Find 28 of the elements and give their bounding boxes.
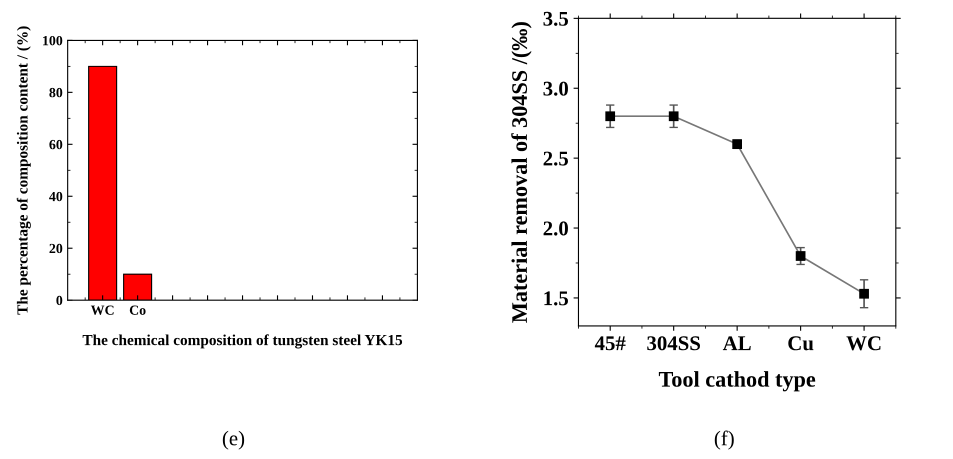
x-tick-label: 304SS bbox=[647, 336, 700, 350]
point bbox=[668, 111, 679, 122]
y-tick-label: 100 bbox=[43, 36, 62, 46]
y-tick-label: 2.5 bbox=[544, 152, 568, 166]
x-tick-label: WC bbox=[90, 305, 114, 315]
x-tick-label: Cu bbox=[788, 336, 814, 350]
x-tick-label: 45# bbox=[594, 336, 626, 350]
y-tick-label: 80 bbox=[49, 88, 62, 98]
point bbox=[859, 288, 869, 299]
point bbox=[796, 251, 806, 261]
y-tick-label: 1.5 bbox=[544, 291, 568, 306]
y-tick-label: 2.0 bbox=[544, 221, 568, 236]
x-tick-label: WC bbox=[846, 336, 880, 350]
y-tick-label: 20 bbox=[49, 244, 62, 254]
y-axis-title: Material removal of 304SS /(‰) bbox=[511, 22, 532, 323]
point bbox=[605, 111, 616, 122]
y-tick-label: 40 bbox=[49, 192, 62, 202]
text: (e) bbox=[222, 430, 244, 450]
x-axis-title: The chemical composition of tungsten steel YK15 bbox=[82, 334, 402, 348]
x-axis-title: Tool cathod type bbox=[658, 371, 816, 392]
y-tick-label: 3.5 bbox=[543, 12, 568, 26]
text: (f) bbox=[714, 430, 734, 450]
x-tick-label: Co bbox=[130, 305, 146, 315]
y-tick-label: 3.0 bbox=[543, 82, 568, 96]
y-tick-label: 0 bbox=[56, 296, 62, 306]
x-tick-label: AL bbox=[722, 336, 751, 350]
y-axis-title: The percentage of composition content / (%) bbox=[16, 26, 31, 315]
y-tick-label: 60 bbox=[49, 140, 62, 150]
